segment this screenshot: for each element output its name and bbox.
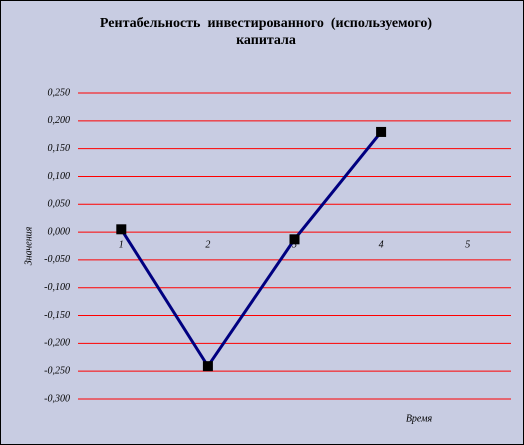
marker xyxy=(116,224,127,235)
x-tick-label: 3 xyxy=(291,239,297,250)
y-tick-label: 0,150 xyxy=(48,143,71,154)
y-tick-label: -0,200 xyxy=(44,338,70,349)
chart-title: Рентабельность инвестированного (использ… xyxy=(99,16,436,48)
y-tick-label: 0,200 xyxy=(48,115,71,126)
marker xyxy=(376,126,387,137)
x-axis-label: Время xyxy=(406,413,433,424)
x-tick-label: 1 xyxy=(119,239,124,250)
y-tick-label: 0,000 xyxy=(48,226,71,237)
y-tick-label: -0,300 xyxy=(44,393,70,404)
y-tick-label: -0,150 xyxy=(44,310,70,321)
line-series xyxy=(120,131,383,369)
x-tick-label: 2 xyxy=(205,239,210,250)
marker xyxy=(289,234,300,245)
y-axis-label: Значения xyxy=(23,226,34,265)
x-tick-label: 5 xyxy=(465,239,470,250)
y-tick-label: 0,050 xyxy=(48,199,71,210)
y-tick-label: -0,250 xyxy=(44,365,70,376)
y-tick-label: -0,050 xyxy=(44,254,70,265)
y-tick-label: -0,100 xyxy=(44,282,70,293)
y-tick-label: 0,250 xyxy=(48,87,71,98)
marker xyxy=(202,361,213,372)
x-tick-label: 4 xyxy=(379,239,384,250)
y-tick-label: 0,100 xyxy=(48,171,71,182)
